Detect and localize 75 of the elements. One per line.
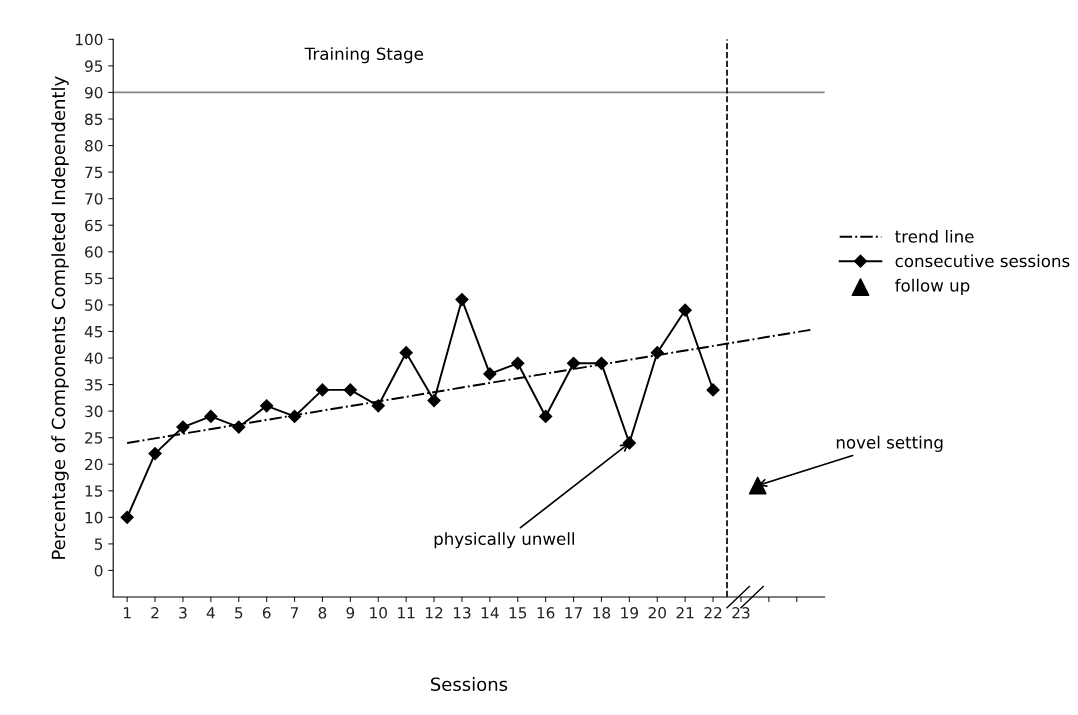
point: [427, 393, 441, 408]
x-tick-label: 5: [235, 607, 243, 619]
y-tick-label: 35: [85, 379, 103, 391]
y-tick-label: 20: [85, 458, 103, 471]
point: [204, 409, 218, 424]
x-tick-label: 8: [318, 607, 327, 619]
y-tick-label: 95: [84, 60, 103, 72]
y-tick-label: 5: [94, 538, 103, 550]
point: [343, 383, 357, 397]
x-tick-label: 23: [732, 607, 750, 619]
x-tick-label: 13: [453, 607, 471, 619]
point: [232, 420, 246, 434]
point: [678, 303, 692, 317]
x-tick-label: 19: [621, 607, 639, 619]
y-tick-label: 100: [75, 33, 103, 46]
y-tick-label: 55: [85, 273, 103, 285]
x-tick-label: 3: [179, 607, 187, 619]
annotation: novel setting: [836, 435, 943, 452]
point: [650, 346, 664, 360]
x-tick-label: 6: [262, 607, 271, 619]
y-tick-label: 60: [85, 246, 103, 258]
y-tick-label: 50: [85, 299, 103, 311]
y-tick-label: 85: [85, 113, 103, 126]
annotation: physically unwell: [434, 532, 574, 549]
annotation: Training Stage: [304, 47, 424, 64]
point: [148, 447, 162, 461]
legend-label: follow up: [895, 278, 970, 295]
y-tick-label: 70: [85, 193, 103, 205]
point: [287, 409, 302, 424]
y-tick-label: 80: [85, 140, 103, 152]
point: [594, 356, 609, 370]
x-tick-label: 10: [370, 607, 387, 619]
y-axis-title: Percentage of Components Completed Independently: [51, 76, 69, 559]
legend-label: consecutive sessions: [895, 254, 1070, 268]
y-tick-label: 75: [85, 166, 103, 179]
point: [120, 510, 134, 524]
x-tick-label: 17: [565, 607, 582, 619]
x-tick-label: 12: [426, 607, 443, 619]
point: [622, 436, 636, 450]
y-tick-label: 90: [84, 86, 103, 99]
x-tick-label: 20: [648, 607, 666, 619]
y-tick-label: 65: [85, 219, 103, 232]
x-tick-label: 21: [676, 607, 694, 619]
point: [511, 356, 525, 370]
y-tick-label: 25: [85, 432, 103, 444]
x-tick-label: 9: [346, 607, 355, 619]
point: [260, 399, 274, 413]
x-tick-label: 11: [398, 607, 415, 619]
x-tick-label: 4: [206, 607, 215, 619]
x-tick-label: 14: [481, 607, 499, 619]
x-tick-label: 18: [593, 607, 611, 619]
x-tick-label: 15: [509, 607, 527, 619]
legend-label: trend line: [895, 229, 974, 243]
y-tick-label: 30: [85, 405, 103, 418]
point: [455, 292, 469, 307]
y-tick-label: 0: [94, 564, 103, 577]
point: [748, 476, 767, 495]
point: [371, 399, 385, 413]
x-tick-label: 7: [290, 607, 299, 619]
y-tick-label: 40: [84, 352, 103, 365]
y-tick-label: 10: [85, 511, 103, 524]
y-tick-label: 45: [84, 326, 103, 338]
point: [566, 356, 581, 370]
x-axis-title: Sessions: [430, 677, 508, 692]
point: [176, 420, 190, 434]
x-tick-label: 2: [151, 607, 159, 619]
y-tick-label: 15: [85, 485, 103, 497]
x-tick-label: 1: [123, 607, 131, 619]
point: [483, 367, 497, 381]
point: [706, 383, 720, 397]
point: [315, 383, 330, 397]
x-tick-label: 16: [537, 607, 555, 619]
x-tick-label: 22: [704, 607, 722, 619]
point: [539, 409, 553, 424]
point: [399, 346, 413, 360]
